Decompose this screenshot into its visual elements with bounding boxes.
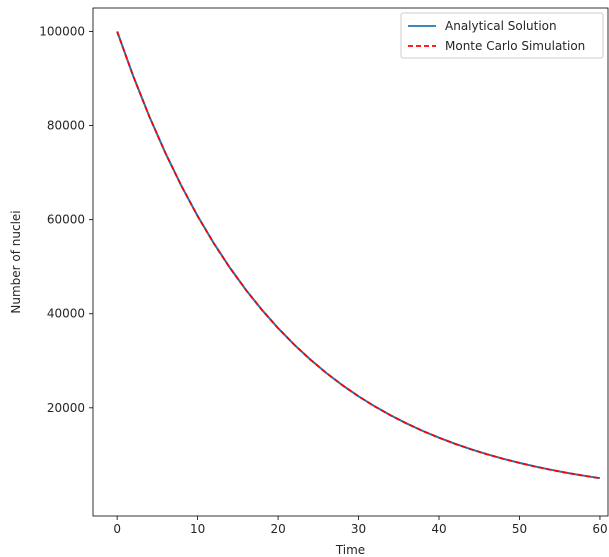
legend: Analytical Solution Monte Carlo Simulati… <box>400 12 604 59</box>
series-layer <box>116 31 601 480</box>
y-axis-ticks: 20000 40000 60000 80000 100000 <box>39 25 93 415</box>
x-tick-label: 40 <box>431 522 446 536</box>
x-tick-label: 10 <box>190 522 205 536</box>
y-tick-label: 40000 <box>47 307 85 321</box>
legend-box <box>400 12 604 59</box>
x-axis-label: Time <box>335 543 365 557</box>
y-tick-label: 100000 <box>39 25 85 39</box>
x-tick-label: 20 <box>270 522 285 536</box>
legend-label-analytical: Analytical Solution <box>445 19 557 33</box>
x-tick-label: 30 <box>351 522 366 536</box>
axes-frame <box>92 7 609 517</box>
legend-label-monte-carlo: Monte Carlo Simulation <box>445 39 585 53</box>
x-tick-label: 0 <box>113 522 121 536</box>
y-tick-label: 20000 <box>47 401 85 415</box>
y-tick-label: 80000 <box>47 119 85 133</box>
x-tick-label: 50 <box>512 522 527 536</box>
x-axis-ticks: 0 10 20 30 40 50 60 <box>113 516 608 536</box>
x-tick-label: 60 <box>592 522 607 536</box>
monte-carlo-simulation-line <box>116 31 601 480</box>
y-tick-label: 60000 <box>47 213 85 227</box>
plot-area <box>92 7 609 517</box>
y-axis-label: Number of nuclei <box>9 210 23 313</box>
